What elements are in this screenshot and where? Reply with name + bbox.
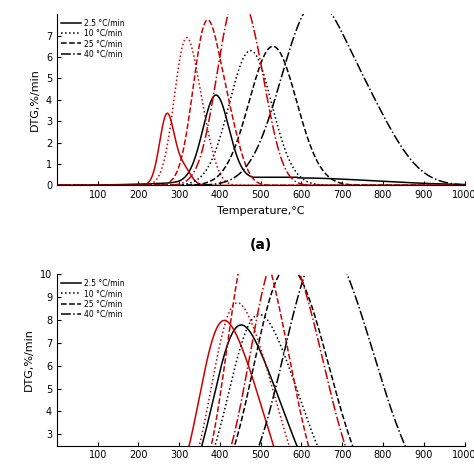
- X-axis label: Temperature,°C: Temperature,°C: [217, 206, 304, 216]
- Y-axis label: DTG,%/min: DTG,%/min: [30, 68, 40, 131]
- Legend: 2.5 °C/min, 10 °C/min, 25 °C/min, 40 °C/min: 2.5 °C/min, 10 °C/min, 25 °C/min, 40 °C/…: [61, 278, 125, 319]
- Legend: 2.5 °C/min, 10 °C/min, 25 °C/min, 40 °C/min: 2.5 °C/min, 10 °C/min, 25 °C/min, 40 °C/…: [61, 18, 125, 59]
- Title: (a): (a): [250, 238, 272, 252]
- Y-axis label: DTG,%/min: DTG,%/min: [24, 328, 34, 392]
